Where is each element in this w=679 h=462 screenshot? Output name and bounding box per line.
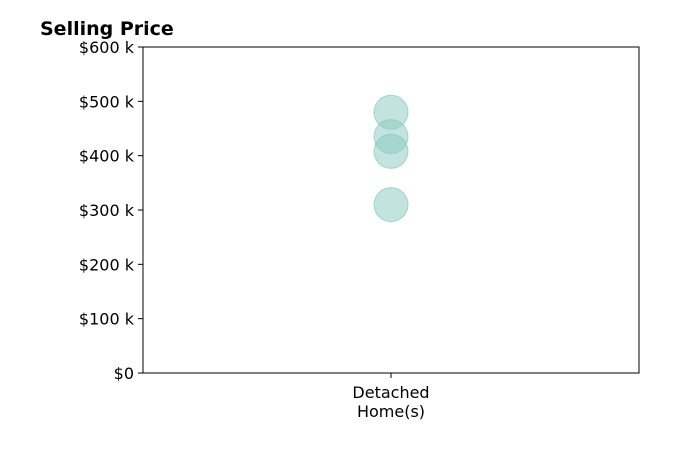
y-tick-label: $500 k xyxy=(79,92,135,111)
y-tick-label: $100 k xyxy=(79,310,135,329)
data-points xyxy=(373,94,409,223)
y-tick-label: $200 k xyxy=(79,255,135,274)
y-tick-label: $400 k xyxy=(79,147,135,166)
scatter-point xyxy=(373,133,409,169)
y-tick-label: $0 xyxy=(114,364,134,383)
y-tick-label: $600 k xyxy=(79,38,135,57)
y-tick-label: $300 k xyxy=(79,201,135,220)
x-axis: Detached Home(s) xyxy=(352,373,430,421)
scatter-point xyxy=(373,187,409,223)
y-axis: $0 $100 k $200 k $300 k $400 k $500 k $600 k xyxy=(79,38,143,383)
x-tick-label: Detached Home(s) xyxy=(352,383,429,421)
chart-title: Selling Price xyxy=(40,18,174,40)
